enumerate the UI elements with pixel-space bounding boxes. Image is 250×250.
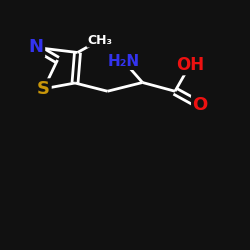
Text: H₂N: H₂N	[108, 54, 140, 69]
Text: S: S	[37, 80, 50, 98]
Text: O: O	[192, 96, 208, 114]
Text: OH: OH	[176, 56, 204, 74]
Text: N: N	[29, 38, 44, 56]
Text: CH₃: CH₃	[88, 34, 112, 46]
